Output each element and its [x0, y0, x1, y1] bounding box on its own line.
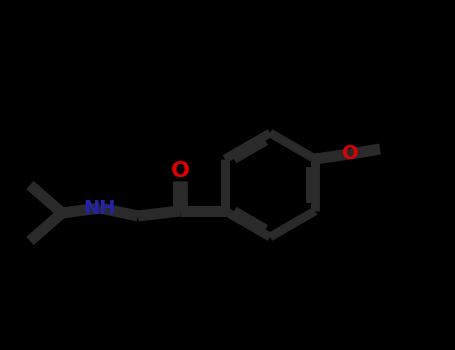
Text: NH: NH — [84, 198, 116, 217]
Text: O: O — [342, 145, 359, 163]
Text: O: O — [171, 161, 189, 181]
